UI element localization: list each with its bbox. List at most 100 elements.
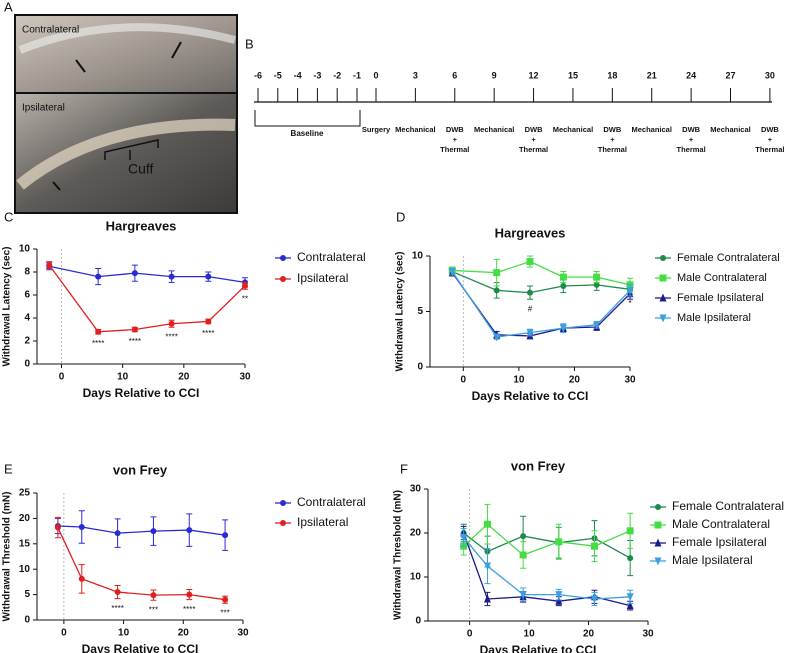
legend-marker (660, 255, 666, 261)
legend-label: Male Ipsilateral (672, 553, 753, 567)
y-tick-label: 0 (417, 362, 423, 373)
arrow (52, 181, 61, 191)
legend-label: Female Ipsilateral (672, 535, 767, 549)
marker (242, 282, 248, 289)
baseline-label: Baseline (291, 129, 324, 138)
marker (626, 593, 634, 602)
marker (483, 562, 491, 571)
timeline-day: 18 (607, 70, 617, 80)
chart-title: von Frey (511, 458, 566, 473)
y-tick-label: 5 (24, 589, 30, 600)
legend-marker (659, 314, 667, 323)
timeline-day: -4 (294, 70, 302, 80)
y-tick-label: 10 (19, 564, 31, 575)
series-line (451, 270, 631, 294)
photo-label: Cuff (128, 161, 154, 177)
x-tick-label: 30 (239, 372, 251, 383)
legend-label: Female Contralateral (672, 499, 784, 513)
x-tick-label: 20 (178, 372, 190, 383)
x-axis-label: Days Relative to CCI (472, 389, 589, 403)
x-tick-label: 10 (118, 628, 130, 639)
marker (222, 532, 229, 539)
marker (131, 270, 138, 277)
legend-label: Contralateral (297, 250, 366, 264)
x-axis-label: Days Relative to CCI (480, 643, 597, 653)
timeline-day: 6 (452, 70, 457, 80)
arrow (75, 59, 86, 73)
timeline-label: Mechanical (553, 125, 593, 134)
marker (493, 269, 501, 277)
timeline-day: 0 (373, 70, 378, 80)
marker (519, 551, 527, 559)
timeline-label: Thermal (755, 145, 784, 154)
significance-label: *** (220, 608, 229, 617)
x-tick-label: 0 (461, 375, 467, 386)
x-tick-label: 30 (237, 628, 249, 639)
y-tick-label: 30 (410, 484, 422, 495)
legend-label: Female Contralateral (677, 252, 780, 264)
panel-letter: E (4, 461, 13, 476)
marker (168, 273, 175, 280)
marker (493, 333, 501, 342)
timeline-label: + (610, 135, 615, 144)
marker (95, 328, 102, 335)
series-line (451, 271, 631, 338)
timeline-label: DWB (761, 125, 779, 134)
timeline-label: DWB (603, 125, 621, 134)
marker (526, 329, 534, 338)
arrow (171, 41, 182, 59)
timeline-label: Thermal (519, 145, 548, 154)
timeline-label: Mechanical (710, 125, 750, 134)
x-tick-label: 10 (524, 629, 536, 640)
y-axis-label: Withdrawal Threshold (mN) (2, 492, 13, 622)
marker (54, 524, 61, 531)
marker (186, 527, 193, 534)
x-tick-label: 20 (583, 629, 595, 640)
timeline-label: Surgery (362, 125, 391, 134)
legend-label: Female Ipsilateral (677, 292, 764, 304)
marker (493, 287, 500, 294)
marker (626, 601, 634, 610)
legend-marker (659, 274, 667, 282)
marker (526, 258, 534, 266)
timeline-label: + (453, 135, 458, 144)
marker (560, 282, 567, 289)
marker (168, 320, 175, 327)
significance-label: * (628, 299, 631, 308)
marker (555, 591, 563, 600)
timeline-day: 9 (492, 70, 497, 80)
chart-title: Hargreaves (495, 225, 566, 240)
timeline-label: Mechanical (474, 125, 514, 134)
legend-label: Male Contralateral (677, 272, 767, 284)
x-tick-label: 30 (624, 375, 636, 386)
series-line (463, 532, 631, 559)
y-axis-label: Withdrawal Latency (sec) (2, 247, 13, 367)
x-tick-label: 20 (569, 375, 581, 386)
x-axis-label: Days Relative to CCI (83, 386, 200, 400)
nerve (18, 23, 237, 54)
marker (593, 273, 601, 281)
y-tick-label: 4 (24, 313, 30, 324)
y-tick-label: 20 (410, 528, 422, 539)
legend-label: Male Contralateral (672, 517, 770, 531)
timeline-label: Thermal (598, 145, 627, 154)
legend-label: Male Ipsilateral (677, 312, 751, 324)
legend-marker (280, 255, 286, 261)
marker (483, 594, 491, 603)
chart-title: Hargreaves (106, 218, 177, 233)
timeline-day: 24 (686, 70, 696, 80)
timeline-day: 3 (413, 70, 418, 80)
timeline-day: 15 (568, 70, 578, 80)
y-tick-label: 20 (19, 513, 31, 524)
y-tick-label: 15 (19, 538, 31, 549)
marker (186, 591, 193, 598)
timeline-label: DWB (682, 125, 700, 134)
legend-label: Contralateral (297, 495, 366, 509)
legend-marker (654, 538, 662, 547)
timeline-label: + (768, 135, 773, 144)
series-line (463, 523, 631, 556)
panel-letter: A (4, 0, 13, 14)
marker (555, 538, 563, 546)
timeline-day: 12 (529, 70, 539, 80)
photo-bottom (14, 92, 238, 214)
